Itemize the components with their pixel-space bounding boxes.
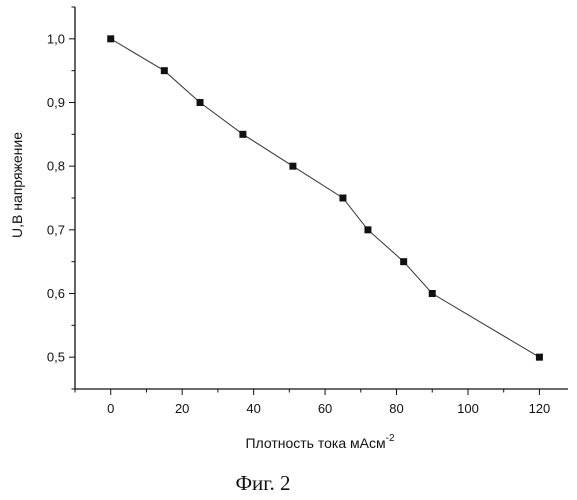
x-axis-label-superscript: -2: [386, 433, 395, 444]
data-point-6: [364, 226, 371, 233]
data-point-3: [239, 131, 246, 138]
x-axis-label: Плотность тока мАсм-2: [245, 433, 394, 451]
y-tick-label-0: 0,5: [47, 350, 65, 365]
data-point-9: [536, 354, 543, 361]
data-point-4: [289, 163, 296, 170]
y-tick-label-3: 0,8: [47, 159, 65, 174]
series: [107, 35, 543, 360]
y-axis-label: U,B напряжение: [9, 132, 25, 238]
data-point-1: [161, 67, 168, 74]
y-tick-label-5: 1,0: [47, 31, 65, 46]
series-line: [111, 39, 540, 357]
x-tick-label-80: 80: [389, 401, 403, 416]
axes: [75, 7, 568, 389]
x-tick-label-60: 60: [318, 401, 332, 416]
x-tick-label-120: 120: [529, 401, 551, 416]
data-point-2: [197, 99, 204, 106]
y-tick-label-4: 0,9: [47, 95, 65, 110]
x-tick-label-0: 0: [107, 401, 114, 416]
figure-caption: Фиг. 2: [235, 471, 290, 495]
data-point-5: [339, 195, 346, 202]
x-tick-label-100: 100: [457, 401, 479, 416]
ticks: 0 20 40 60 80 100 120 0,5 0,6 0,7 0,8 0,9 1,0: [47, 7, 550, 416]
data-point-8: [429, 290, 436, 297]
x-tick-label-20: 20: [175, 401, 189, 416]
y-tick-label-1: 0,6: [47, 286, 65, 301]
x-tick-label-40: 40: [246, 401, 260, 416]
data-point-0: [107, 35, 114, 42]
y-tick-label-2: 0,7: [47, 222, 65, 237]
data-point-7: [400, 258, 407, 265]
x-axis-label-main: Плотность тока мАсм: [245, 435, 385, 451]
